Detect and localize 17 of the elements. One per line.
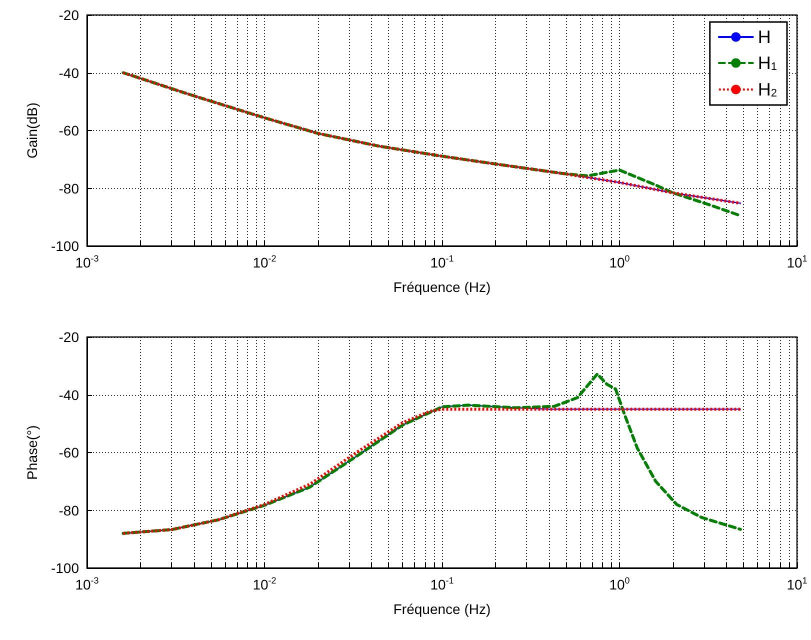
legend-label: H1 — [758, 53, 778, 73]
y-tick-label: -100 — [50, 238, 80, 254]
y-tick-label: -40 — [58, 64, 80, 81]
x-axis-title: Fréquence (Hz) — [393, 279, 491, 295]
y-tick-label: -100 — [50, 560, 80, 576]
y-tick-label: -80 — [58, 180, 80, 196]
y-axis-title: Gain(dB) — [24, 102, 40, 159]
legend-label: H — [758, 27, 771, 47]
y-tick-label: -20 — [58, 7, 80, 23]
y-tick-label: -40 — [58, 386, 80, 403]
y-tick-label: -60 — [58, 122, 80, 138]
y-tick-label: -20 — [58, 329, 80, 345]
y-tick-label: -80 — [58, 502, 80, 518]
y-axis-title: Phase(°) — [24, 425, 40, 480]
x-axis-title: Fréquence (Hz) — [393, 601, 491, 617]
legend-label: H2 — [758, 80, 778, 100]
y-tick-label: -60 — [58, 444, 80, 460]
